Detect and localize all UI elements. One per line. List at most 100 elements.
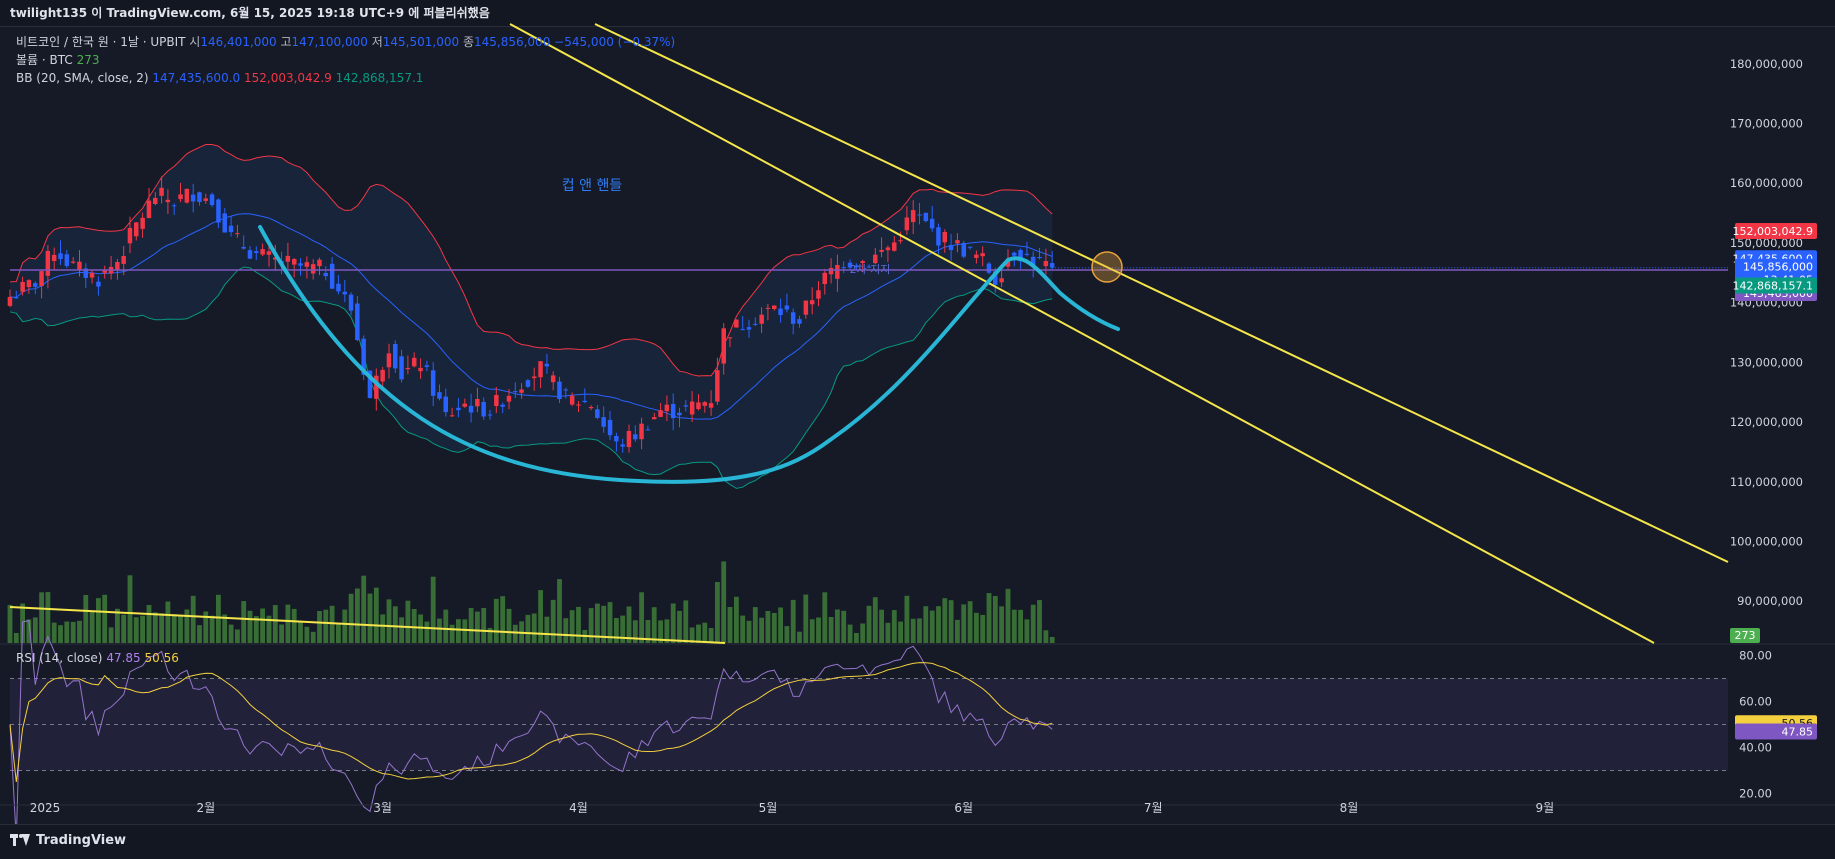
candle[interactable] [393, 340, 398, 373]
candle[interactable] [822, 268, 828, 295]
candle[interactable] [26, 279, 32, 294]
candle[interactable] [974, 250, 979, 264]
candle[interactable] [83, 263, 89, 288]
candle[interactable] [936, 223, 941, 255]
candle[interactable] [967, 246, 973, 250]
candle[interactable] [866, 264, 872, 269]
candle[interactable] [582, 388, 588, 404]
candle[interactable] [639, 417, 644, 450]
candle[interactable] [734, 319, 739, 328]
candle[interactable] [513, 382, 518, 399]
candle[interactable] [386, 343, 392, 379]
candle[interactable] [1024, 241, 1030, 257]
candle[interactable] [153, 192, 158, 206]
candle[interactable] [430, 362, 436, 407]
candle[interactable] [626, 424, 632, 453]
candle[interactable] [772, 305, 777, 311]
candle[interactable] [727, 337, 733, 348]
candle[interactable] [405, 355, 411, 375]
candle[interactable] [658, 403, 663, 418]
candle[interactable] [197, 191, 202, 206]
candle[interactable] [917, 203, 922, 225]
legend-symbol[interactable]: 비트코인 / 한국 원 · 1날 · UPBIT [16, 35, 186, 49]
volume-trendline[interactable] [9, 606, 726, 644]
candle[interactable] [885, 245, 891, 263]
candle[interactable] [7, 289, 13, 308]
candle[interactable] [809, 287, 815, 315]
candle[interactable] [203, 193, 209, 204]
candle[interactable] [759, 307, 764, 333]
candle[interactable] [380, 367, 385, 387]
candle[interactable] [33, 281, 38, 295]
candle[interactable] [184, 188, 190, 204]
candle[interactable] [235, 224, 240, 238]
candle[interactable] [374, 368, 379, 411]
trendline-upper[interactable] [594, 23, 1729, 563]
chart-canvas[interactable]: 컵 앤 핸들 2차 지지 180,000,000 170,000,000 160,00… [0, 0, 1835, 824]
candle[interactable] [778, 298, 783, 323]
candle[interactable] [557, 376, 562, 403]
pattern-label[interactable]: 컵 앤 핸들 [562, 178, 623, 194]
candle[interactable] [544, 353, 550, 374]
candle[interactable] [980, 246, 985, 267]
candle[interactable] [443, 388, 449, 417]
candle[interactable] [449, 407, 455, 417]
candle[interactable] [216, 198, 221, 228]
candle[interactable] [595, 404, 600, 420]
candle[interactable] [532, 367, 537, 391]
candle[interactable] [955, 233, 960, 253]
candle[interactable] [948, 233, 954, 261]
candle[interactable] [247, 246, 253, 259]
candle[interactable] [348, 292, 354, 316]
candle[interactable] [481, 397, 486, 420]
candle[interactable] [58, 240, 63, 265]
candle[interactable] [77, 250, 82, 277]
candle[interactable] [209, 192, 215, 208]
candle[interactable] [1049, 250, 1055, 271]
candle[interactable] [355, 296, 360, 342]
candle[interactable] [633, 425, 638, 442]
candle[interactable] [841, 261, 847, 274]
candle[interactable] [89, 269, 95, 284]
candle[interactable] [494, 387, 499, 414]
candle[interactable] [715, 357, 720, 405]
candle[interactable] [342, 279, 348, 303]
candle[interactable] [51, 247, 57, 270]
candle[interactable] [898, 231, 903, 244]
candle[interactable] [45, 245, 51, 289]
candle[interactable] [165, 189, 171, 214]
candle[interactable] [140, 212, 145, 238]
candle[interactable] [753, 317, 758, 327]
candle[interactable] [1037, 247, 1042, 260]
candle[interactable] [677, 407, 682, 428]
candle[interactable] [740, 316, 745, 331]
candle[interactable] [696, 394, 701, 411]
candle[interactable] [317, 257, 322, 276]
candle[interactable] [892, 236, 897, 252]
candle[interactable] [159, 176, 164, 204]
candle[interactable] [746, 319, 752, 338]
legend-volume-label[interactable]: 볼륨 · BTC [16, 53, 73, 67]
candle[interactable] [64, 249, 70, 268]
candle[interactable] [39, 270, 44, 299]
candle[interactable] [178, 183, 183, 203]
candle[interactable] [475, 387, 480, 413]
legend-bb-label[interactable]: BB (20, SMA, close, 2) [16, 71, 149, 85]
tradingview-brand[interactable]: TradingView [10, 833, 126, 848]
candle[interactable] [171, 203, 177, 215]
candle[interactable] [285, 242, 291, 271]
candle[interactable] [847, 259, 853, 271]
support-label[interactable]: 2차 지지 [850, 263, 891, 276]
candle[interactable] [803, 300, 809, 319]
candle[interactable] [424, 360, 430, 372]
candle[interactable] [923, 212, 929, 223]
candle[interactable] [683, 399, 689, 412]
drawings[interactable]: 컵 앤 핸들 2차 지지 [9, 23, 1729, 644]
candle[interactable] [816, 281, 821, 307]
trendline-lower[interactable] [509, 23, 1655, 644]
rsi-legend-label[interactable]: RSI (14, close) [16, 651, 103, 665]
candle[interactable] [298, 258, 303, 276]
candle[interactable] [910, 200, 916, 234]
candle[interactable] [412, 352, 417, 368]
candle[interactable] [241, 235, 246, 250]
